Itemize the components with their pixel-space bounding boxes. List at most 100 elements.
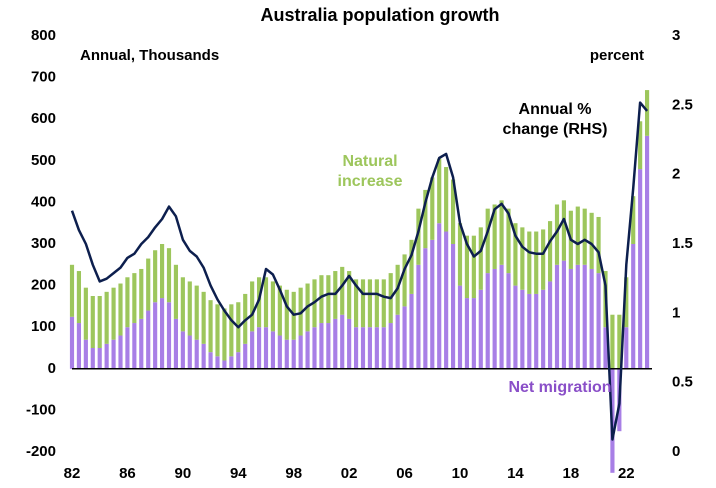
bar-segment bbox=[638, 169, 643, 369]
bar-segment bbox=[201, 343, 206, 369]
bar-segment bbox=[347, 271, 352, 319]
bar-segment bbox=[561, 260, 567, 369]
bar-segment bbox=[270, 331, 276, 369]
y-tick-label: 300 bbox=[31, 235, 56, 252]
bar-segment bbox=[298, 335, 303, 369]
y-tick-label: 600 bbox=[31, 110, 56, 127]
y-tick-label: 200 bbox=[31, 277, 56, 294]
bar-segment bbox=[139, 268, 144, 319]
bar-segment bbox=[284, 289, 289, 340]
bar-segment bbox=[111, 287, 116, 340]
bar-segment bbox=[208, 352, 213, 369]
bar-segment bbox=[589, 212, 594, 269]
x-tick-label: 06 bbox=[396, 465, 413, 482]
x-tick-label: 90 bbox=[175, 465, 192, 482]
bar-segment bbox=[631, 196, 636, 244]
bar-segment bbox=[388, 323, 393, 369]
bar-segment bbox=[326, 275, 331, 324]
y2-tick-label: 0.5 bbox=[672, 374, 693, 391]
bar-segment bbox=[513, 223, 518, 286]
bar-segment bbox=[76, 271, 82, 324]
y-tick-label: -100 bbox=[26, 401, 56, 418]
bar-segment bbox=[222, 360, 227, 369]
bar-segment bbox=[132, 273, 137, 324]
bar-segment bbox=[534, 293, 539, 369]
bar-segment bbox=[409, 239, 414, 294]
bar-segment bbox=[173, 264, 179, 319]
bar-segment bbox=[492, 268, 497, 369]
series-label: Annual % change (RHS) bbox=[502, 101, 608, 138]
chart-title: Australia population growth bbox=[261, 5, 500, 25]
bar-segment bbox=[575, 206, 580, 265]
bar-segment bbox=[187, 335, 192, 369]
bar-segment bbox=[76, 323, 82, 369]
bar-segment bbox=[478, 227, 483, 290]
y-tick-label: 100 bbox=[31, 318, 56, 335]
bar-segment bbox=[402, 306, 407, 369]
bar-segment bbox=[437, 223, 442, 369]
bar-segment bbox=[381, 327, 386, 369]
bar-segment bbox=[471, 235, 476, 299]
bar-segment bbox=[277, 335, 282, 369]
bar-segment bbox=[582, 208, 587, 265]
bar-segment bbox=[319, 275, 324, 324]
bar-segment bbox=[499, 200, 504, 265]
annotation: Annual, Thousands bbox=[80, 47, 219, 64]
bar-segment bbox=[360, 279, 366, 328]
bar-segment bbox=[215, 304, 220, 357]
bar-segment bbox=[83, 287, 88, 340]
bar-segment bbox=[256, 327, 262, 369]
y2-tick-label: 2.5 bbox=[672, 96, 693, 113]
bar-segment bbox=[208, 300, 213, 353]
bar-segment bbox=[416, 264, 421, 369]
bar-segment bbox=[395, 314, 400, 369]
bar-segment bbox=[437, 158, 442, 224]
bar-segment bbox=[139, 318, 144, 369]
y2-tick-label: 0 bbox=[672, 443, 680, 460]
bar-segment bbox=[180, 277, 185, 332]
bar-segment bbox=[520, 289, 525, 369]
bar-segment bbox=[69, 264, 75, 317]
bar-segment bbox=[617, 314, 622, 369]
bar-segment bbox=[554, 264, 560, 369]
bar-segment bbox=[541, 289, 546, 369]
bar-segment bbox=[457, 223, 463, 286]
y2-tick-label: 2 bbox=[672, 166, 680, 183]
bar-segment bbox=[104, 291, 109, 344]
bar-segment bbox=[166, 302, 172, 369]
bar-segment bbox=[305, 331, 310, 369]
bar-segment bbox=[201, 291, 206, 344]
annotation: percent bbox=[590, 47, 644, 64]
bar-segment bbox=[541, 229, 546, 290]
line bbox=[70, 101, 649, 441]
x-tick-label: 22 bbox=[618, 465, 635, 482]
bar-segment bbox=[367, 279, 373, 328]
bar-segment bbox=[561, 200, 567, 261]
bar-segment bbox=[568, 268, 573, 369]
bar-segment bbox=[125, 327, 130, 369]
bar-segment bbox=[83, 339, 88, 369]
y2-tick-label: 1 bbox=[672, 304, 680, 321]
bar-segment bbox=[180, 331, 185, 369]
bar-segment bbox=[347, 318, 352, 369]
bar-segment bbox=[263, 277, 269, 328]
bar-segment bbox=[367, 327, 373, 369]
bar-segment bbox=[194, 285, 199, 340]
bar-segment bbox=[513, 285, 518, 369]
y-tick-label: 800 bbox=[31, 27, 56, 44]
bar-segment bbox=[90, 296, 95, 348]
bar-segment bbox=[159, 298, 165, 369]
x-tick-label: 94 bbox=[230, 465, 247, 482]
bar-segment bbox=[430, 177, 435, 240]
bar-segment bbox=[575, 264, 580, 369]
bar-segment bbox=[340, 266, 345, 315]
bar-segment bbox=[423, 248, 428, 369]
bar-segment bbox=[263, 327, 269, 369]
bar-segment bbox=[464, 298, 470, 369]
bar-segment bbox=[312, 327, 317, 369]
bar-segment bbox=[250, 281, 255, 332]
bar-segment bbox=[506, 273, 511, 369]
bar-segment bbox=[229, 356, 234, 369]
bar-segment bbox=[547, 221, 553, 282]
bar-segment bbox=[353, 279, 359, 328]
